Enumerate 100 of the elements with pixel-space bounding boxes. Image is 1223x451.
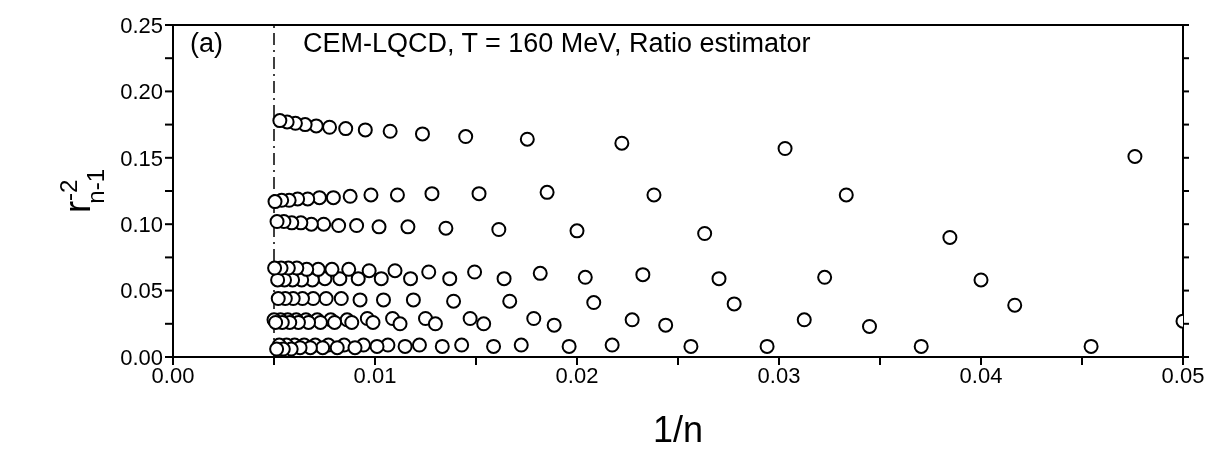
point — [796, 312, 812, 328]
point — [862, 318, 877, 334]
x-tick-label: 0.04 — [959, 362, 1003, 388]
point — [392, 316, 408, 332]
y-tick-label: 0.20 — [120, 79, 163, 105]
point — [502, 293, 518, 309]
point — [913, 338, 929, 354]
point — [467, 264, 483, 280]
point — [569, 223, 585, 239]
point — [491, 222, 507, 238]
point — [561, 338, 577, 354]
point — [624, 312, 640, 328]
point — [333, 291, 349, 307]
point — [365, 314, 381, 330]
point — [658, 317, 674, 333]
point — [697, 226, 713, 241]
point — [311, 190, 327, 206]
point — [586, 295, 602, 311]
annotation: CEM-LQCD, T = 160 MeV, Ratio estimator — [303, 28, 811, 59]
point — [458, 129, 474, 145]
point — [817, 269, 833, 285]
point — [375, 292, 391, 308]
point — [1083, 338, 1099, 354]
point — [361, 263, 377, 279]
point — [318, 291, 334, 307]
x-tick-label: 0.02 — [555, 362, 599, 388]
point — [446, 293, 462, 309]
point — [532, 265, 548, 281]
point — [269, 341, 285, 357]
point — [411, 337, 427, 353]
point — [322, 119, 338, 135]
point — [486, 338, 502, 354]
point — [683, 338, 699, 354]
point — [369, 338, 385, 354]
point — [352, 292, 368, 308]
point — [331, 218, 347, 234]
point — [496, 271, 512, 287]
point — [414, 126, 430, 142]
annotation: (a) — [190, 28, 223, 59]
point — [373, 271, 389, 287]
y-tick-label: 0.10 — [120, 212, 163, 238]
point — [350, 271, 366, 287]
point — [476, 316, 492, 332]
point — [777, 141, 793, 156]
point — [338, 121, 354, 137]
point — [400, 219, 416, 235]
point — [471, 186, 487, 202]
point — [646, 187, 662, 203]
point — [269, 214, 285, 230]
point — [405, 292, 421, 308]
point — [427, 316, 443, 332]
point — [421, 264, 437, 280]
point — [635, 267, 651, 283]
point — [403, 271, 419, 287]
point — [526, 310, 542, 326]
x-tick-label: 0.05 — [1161, 362, 1205, 388]
y-tick-label: 0.15 — [120, 145, 163, 171]
point — [327, 314, 343, 330]
point — [371, 219, 387, 235]
point — [363, 187, 379, 203]
point — [329, 340, 345, 356]
point — [442, 271, 458, 287]
point — [759, 338, 775, 354]
point — [325, 190, 341, 206]
point — [838, 187, 854, 203]
point — [513, 337, 529, 353]
point — [267, 260, 283, 276]
point — [546, 317, 562, 333]
point — [344, 314, 360, 330]
point — [315, 340, 331, 356]
point — [604, 337, 620, 353]
point — [341, 261, 357, 277]
point — [424, 186, 440, 202]
point — [357, 122, 373, 138]
point — [711, 271, 727, 287]
point — [519, 131, 535, 147]
point — [614, 135, 630, 151]
point — [973, 272, 989, 288]
point — [454, 337, 470, 353]
point — [389, 187, 405, 203]
point — [539, 184, 555, 200]
point — [316, 216, 332, 232]
point — [726, 296, 742, 312]
point — [434, 338, 450, 354]
point — [349, 218, 365, 234]
point — [347, 340, 363, 356]
point — [1127, 148, 1143, 164]
point — [272, 113, 288, 129]
y-tick-label: 0.05 — [120, 278, 163, 304]
point — [942, 229, 958, 245]
x-axis-title: 1/n — [652, 409, 704, 450]
point — [387, 263, 403, 279]
point — [270, 291, 286, 307]
point — [397, 338, 413, 354]
point — [438, 220, 454, 236]
x-tick-label: 0.01 — [353, 362, 397, 388]
x-tick-label: 0.03 — [757, 362, 801, 388]
point — [267, 194, 283, 210]
point — [577, 269, 593, 285]
point — [342, 188, 358, 204]
